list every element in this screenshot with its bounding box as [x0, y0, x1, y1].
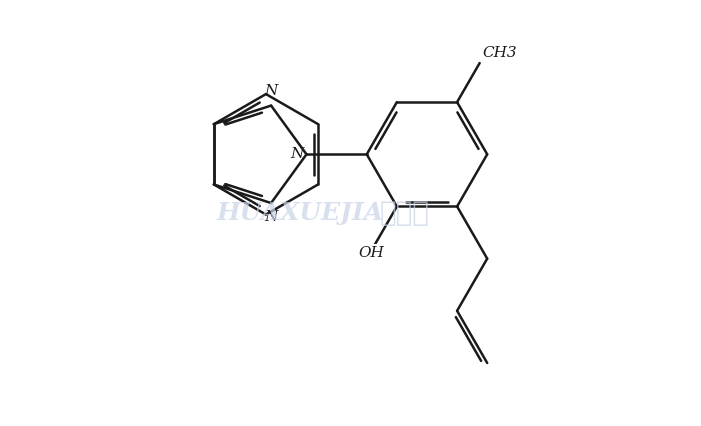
Text: CH3: CH3 [483, 46, 517, 60]
Text: HUAXUEJIA: HUAXUEJIA [217, 201, 384, 225]
Text: N: N [290, 147, 304, 161]
Text: OH: OH [358, 246, 384, 259]
Text: N: N [264, 210, 278, 224]
Text: N: N [264, 84, 278, 98]
Text: 化学加: 化学加 [380, 199, 430, 227]
